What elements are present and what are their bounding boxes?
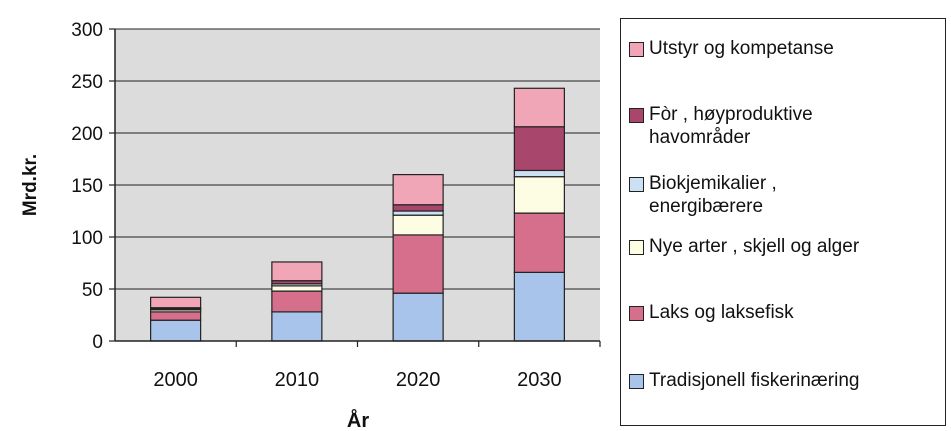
x-tick-label: 2030 <box>517 369 562 391</box>
legend-item-biokjemikalier: Biokjemikalier , energibærere <box>629 172 941 218</box>
x-tick-label: 2020 <box>396 369 441 391</box>
legend-item-laks: Laks og laksefisk <box>629 301 941 324</box>
y-tick-label: 300 <box>71 20 103 41</box>
y-tick-label: 150 <box>71 176 103 197</box>
legend-item-nye-arter: Nye arter , skjell og alger <box>629 235 941 258</box>
bar-segment <box>514 177 564 213</box>
stacked-bar-chart: 0 50 100 150 200 250 300 2000 2010 2020 2030 Mrd.… <box>0 0 612 431</box>
bar-segment <box>151 297 201 307</box>
legend-swatch <box>629 240 644 255</box>
x-tick-label: 2000 <box>153 369 198 391</box>
legend-label: Biokjemikalier , energibærere <box>649 172 849 218</box>
x-axis-label: År <box>347 408 369 431</box>
bar-segment <box>393 205 443 211</box>
y-tick-label: 200 <box>71 124 103 145</box>
bar-segment <box>514 88 564 126</box>
y-tick-label: 100 <box>71 228 103 249</box>
bar-segment <box>393 211 443 215</box>
y-tick-labels: 0 50 100 150 200 250 300 <box>71 20 103 353</box>
bar-segment <box>272 312 322 341</box>
legend-swatch <box>629 177 644 192</box>
y-tick-label: 50 <box>82 280 103 301</box>
y-axis-label: Mrd.kr. <box>20 154 41 216</box>
legend-label: Laks og laksefisk <box>649 301 794 324</box>
legend-item-for: Fòr , høyproduktive havområder <box>629 103 941 149</box>
legend-label: Tradisjonell fiskerinæring <box>649 369 859 392</box>
bar-segment <box>272 286 322 291</box>
legend-swatch <box>629 306 644 321</box>
bar-segment <box>272 262 322 281</box>
y-tick-label: 250 <box>71 72 103 93</box>
bar-segment <box>514 127 564 171</box>
bar-segment <box>272 291 322 312</box>
bar-segment <box>151 312 201 320</box>
bar-segment <box>393 235 443 293</box>
legend-item-utstyr: Utstyr og kompetanse <box>629 37 941 60</box>
legend-swatch <box>629 42 644 57</box>
x-tick-labels: 2000 2010 2020 2030 <box>153 369 561 391</box>
legend-item-tradisjonell: Tradisjonell fiskerinæring <box>629 369 941 392</box>
bar-segment <box>393 293 443 341</box>
legend-label: Nye arter , skjell og alger <box>649 235 859 258</box>
bar-segment <box>393 215 443 235</box>
legend-label: Utstyr og kompetanse <box>649 37 834 60</box>
bar-segment <box>393 175 443 205</box>
chart-legend: Utstyr og kompetanse Fòr , høyproduktive… <box>620 18 946 426</box>
legend-label: Fòr , høyproduktive havområder <box>649 103 889 149</box>
legend-swatch <box>629 108 644 123</box>
bar-segment <box>514 213 564 272</box>
bar-segment <box>514 170 564 176</box>
bar-segment <box>151 320 201 341</box>
bar-segment <box>514 272 564 341</box>
x-tick-label: 2010 <box>275 369 320 391</box>
legend-swatch <box>629 374 644 389</box>
y-tick-label: 0 <box>92 332 103 353</box>
